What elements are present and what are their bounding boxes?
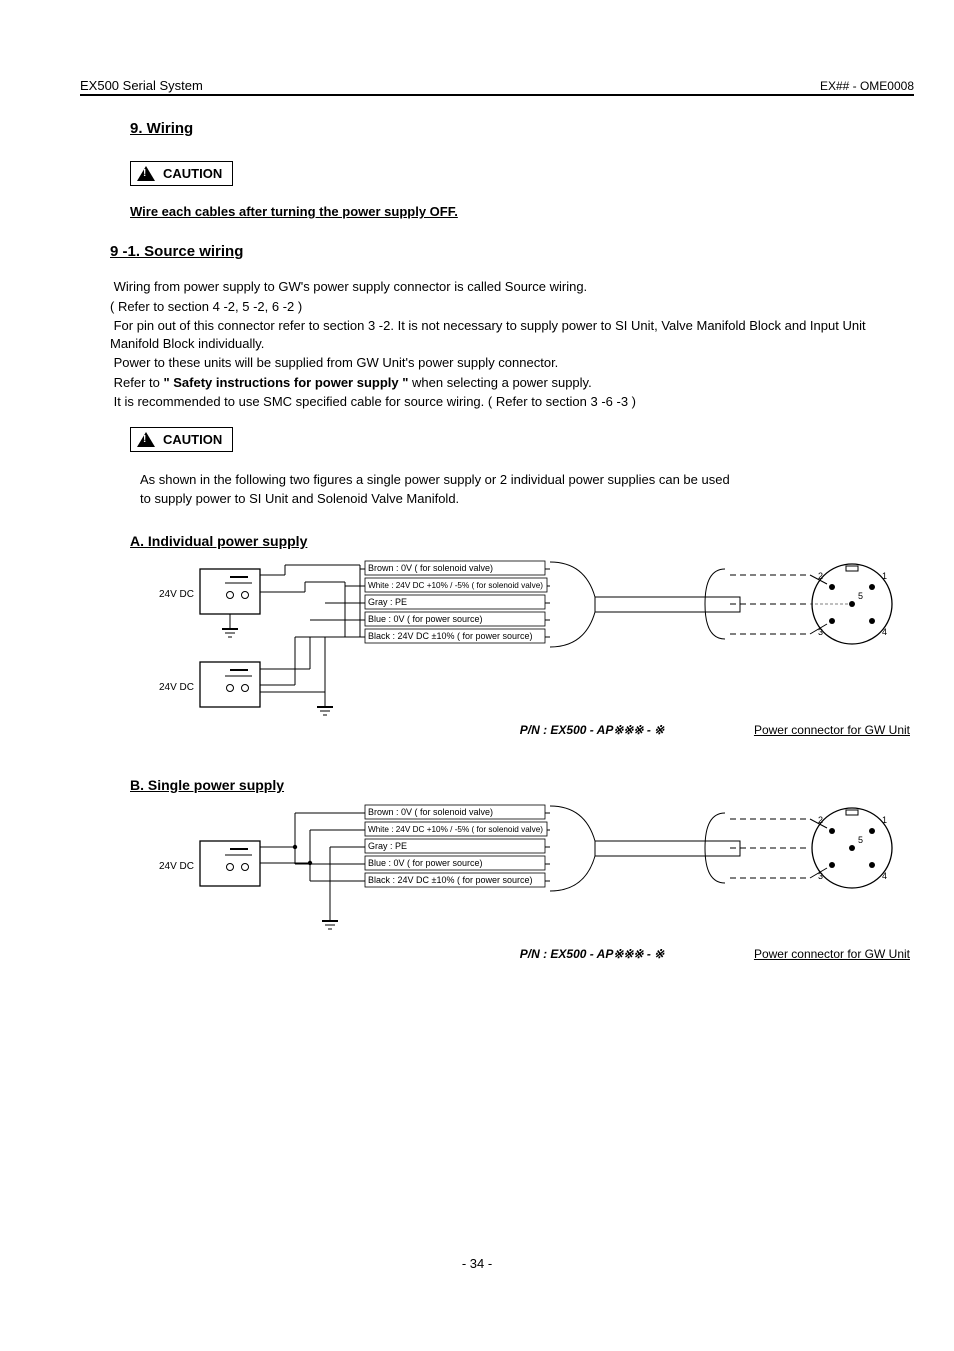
caution-box-1: CAUTION: [130, 161, 233, 186]
svg-text:Brown : 0V ( for solenoid valv: Brown : 0V ( for solenoid valve): [368, 807, 493, 817]
para-1: Wiring from power supply to GW's power s…: [110, 278, 914, 296]
caution-label: CAUTION: [163, 432, 222, 447]
svg-text:5: 5: [858, 835, 863, 845]
wire-white: White : 24V DC +10% / -5% ( for solenoid…: [368, 581, 543, 590]
pin-5: 5: [858, 591, 863, 601]
svg-text:4: 4: [882, 871, 887, 881]
para5-pre: Refer to: [110, 375, 163, 390]
wire-brown: Brown : 0V ( for solenoid valve): [368, 563, 493, 573]
subsection-title: 9 -1. Source wiring: [110, 243, 914, 260]
para-5: Refer to " Safety instructions for power…: [110, 374, 914, 392]
para5-bold: " Safety instructions for power supply ": [163, 375, 408, 390]
caution-2-text: As shown in the following two figures a …: [140, 470, 914, 509]
svg-text:1: 1: [882, 815, 887, 825]
caution2b: to supply power to SI Unit and Solenoid …: [140, 491, 459, 506]
page-number: - 34 -: [0, 1256, 954, 1271]
wire-gray: Gray : PE: [368, 597, 407, 607]
caution-label: CAUTION: [163, 166, 222, 181]
label-24vdc: 24V DC: [159, 589, 194, 600]
caution2a: As shown in the following two figures a …: [140, 472, 730, 487]
pin-4: 4: [882, 627, 887, 637]
diagram-b: 24V DC: [130, 801, 920, 951]
caution-box-2: CAUTION: [130, 427, 233, 452]
wire-instruction: Wire each cables after turning the power…: [130, 204, 914, 219]
title-b: B. Single power supply: [130, 777, 914, 793]
header-right: EX## - OME0008: [820, 79, 914, 93]
title-a: A. Individual power supply: [130, 533, 914, 549]
diagram-a: 24V DC 24V DC: [130, 557, 920, 727]
label-24vdc: 24V DC: [159, 861, 194, 872]
warning-icon: [137, 432, 155, 447]
pin-1: 1: [882, 571, 887, 581]
para-6: It is recommended to use SMC specified c…: [110, 393, 914, 411]
label-24vdc: 24V DC: [159, 682, 194, 693]
wire-blue: Blue : 0V ( for power source): [368, 614, 483, 624]
para5-post: when selecting a power supply.: [408, 375, 591, 390]
section-title: 9. Wiring: [130, 120, 914, 137]
svg-text:White : 24V DC +10% / -5% ( fo: White : 24V DC +10% / -5% ( for solenoid…: [368, 825, 543, 834]
header-left: EX500 Serial System: [80, 78, 203, 93]
svg-text:Blue : 0V ( for power source): Blue : 0V ( for power source): [368, 858, 483, 868]
svg-text:Black : 24V DC ±10% ( for powe: Black : 24V DC ±10% ( for power source): [368, 875, 533, 885]
svg-text:Gray : PE: Gray : PE: [368, 841, 407, 851]
wire-black: Black : 24V DC ±10% ( for power source): [368, 631, 533, 641]
header-rule: [80, 94, 914, 96]
para-2: ( Refer to section 4 -2, 5 -2, 6 -2 ): [110, 298, 914, 316]
para-3: For pin out of this connector refer to s…: [110, 317, 914, 352]
warning-icon: [137, 166, 155, 181]
para-4: Power to these units will be supplied fr…: [110, 354, 914, 372]
